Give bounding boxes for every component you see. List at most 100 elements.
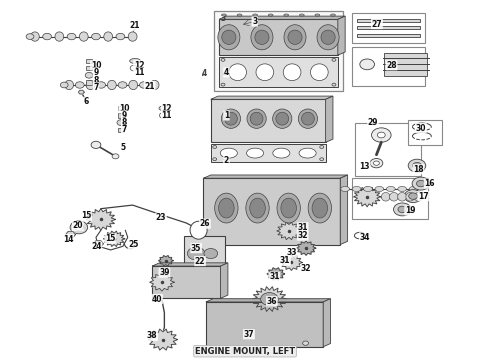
Circle shape	[332, 83, 336, 86]
Text: 31: 31	[280, 256, 290, 265]
PathPatch shape	[323, 299, 331, 347]
Circle shape	[221, 83, 225, 86]
Circle shape	[213, 145, 217, 148]
Text: 3: 3	[252, 17, 257, 26]
Ellipse shape	[255, 30, 269, 44]
Circle shape	[404, 190, 422, 203]
PathPatch shape	[326, 96, 333, 142]
Ellipse shape	[284, 14, 289, 16]
Text: ENGINE MOUNT, LEFT: ENGINE MOUNT, LEFT	[195, 347, 295, 356]
Text: 21: 21	[130, 21, 140, 30]
Ellipse shape	[104, 32, 113, 41]
Text: 12: 12	[134, 61, 144, 70]
Text: 29: 29	[368, 118, 378, 127]
Text: 1: 1	[224, 111, 229, 120]
Text: 34: 34	[360, 233, 370, 242]
Text: 15: 15	[81, 211, 92, 220]
Ellipse shape	[299, 148, 316, 158]
Polygon shape	[252, 287, 287, 311]
Bar	[86, 59, 92, 63]
Text: 10: 10	[119, 104, 129, 113]
Text: 38: 38	[147, 332, 157, 341]
Ellipse shape	[128, 32, 137, 41]
Polygon shape	[78, 90, 84, 94]
Ellipse shape	[97, 82, 105, 88]
Text: 6: 6	[84, 97, 89, 106]
Ellipse shape	[79, 32, 88, 41]
Circle shape	[398, 206, 407, 213]
Text: 13: 13	[360, 162, 370, 171]
Ellipse shape	[398, 193, 407, 201]
Bar	[408, 120, 442, 145]
Polygon shape	[150, 273, 174, 291]
Circle shape	[74, 224, 83, 230]
Bar	[219, 57, 338, 87]
Circle shape	[261, 293, 278, 306]
Polygon shape	[267, 268, 285, 280]
Circle shape	[117, 120, 125, 126]
Ellipse shape	[375, 186, 384, 192]
Polygon shape	[277, 222, 301, 240]
Ellipse shape	[283, 64, 301, 81]
Circle shape	[360, 59, 374, 70]
Circle shape	[204, 248, 218, 258]
Text: 37: 37	[244, 330, 254, 339]
Polygon shape	[86, 209, 116, 230]
Ellipse shape	[308, 193, 332, 223]
Ellipse shape	[273, 148, 290, 158]
Ellipse shape	[86, 80, 95, 90]
Text: 7: 7	[93, 83, 98, 92]
Ellipse shape	[218, 25, 240, 50]
Ellipse shape	[250, 112, 263, 125]
Polygon shape	[281, 255, 302, 270]
Ellipse shape	[341, 186, 349, 192]
Text: 25: 25	[128, 240, 139, 249]
Text: 31: 31	[269, 272, 280, 281]
PathPatch shape	[152, 263, 228, 266]
Circle shape	[70, 221, 88, 234]
Ellipse shape	[129, 80, 138, 90]
Ellipse shape	[284, 25, 306, 50]
Circle shape	[130, 65, 138, 71]
Ellipse shape	[256, 64, 274, 81]
Text: 17: 17	[418, 192, 429, 201]
Ellipse shape	[298, 109, 318, 129]
Ellipse shape	[352, 186, 361, 192]
Text: 20: 20	[73, 221, 83, 230]
Ellipse shape	[251, 25, 273, 50]
Ellipse shape	[364, 186, 372, 192]
Ellipse shape	[311, 64, 328, 81]
Circle shape	[221, 58, 225, 61]
Ellipse shape	[299, 14, 304, 16]
Polygon shape	[296, 241, 316, 255]
Ellipse shape	[250, 198, 265, 218]
Ellipse shape	[301, 112, 314, 125]
Ellipse shape	[387, 186, 395, 192]
Circle shape	[26, 34, 34, 40]
Text: 9: 9	[122, 111, 127, 120]
Bar	[211, 144, 326, 162]
Bar	[355, 123, 421, 176]
Ellipse shape	[312, 198, 328, 218]
Circle shape	[303, 341, 309, 345]
Circle shape	[409, 193, 417, 199]
Bar	[214, 12, 343, 91]
Text: 33: 33	[286, 248, 296, 257]
Ellipse shape	[130, 58, 141, 63]
Circle shape	[320, 158, 324, 161]
Circle shape	[371, 128, 391, 142]
Text: 28: 28	[386, 61, 397, 70]
Text: 12: 12	[162, 104, 172, 113]
Ellipse shape	[220, 148, 237, 158]
Ellipse shape	[92, 33, 100, 40]
Circle shape	[412, 177, 430, 190]
Bar	[219, 19, 338, 55]
Text: 35: 35	[191, 244, 201, 253]
Ellipse shape	[67, 33, 76, 40]
PathPatch shape	[219, 16, 345, 19]
PathPatch shape	[338, 16, 345, 55]
Ellipse shape	[55, 32, 64, 41]
Ellipse shape	[354, 232, 365, 239]
Ellipse shape	[150, 80, 159, 90]
Text: 7: 7	[122, 125, 127, 134]
